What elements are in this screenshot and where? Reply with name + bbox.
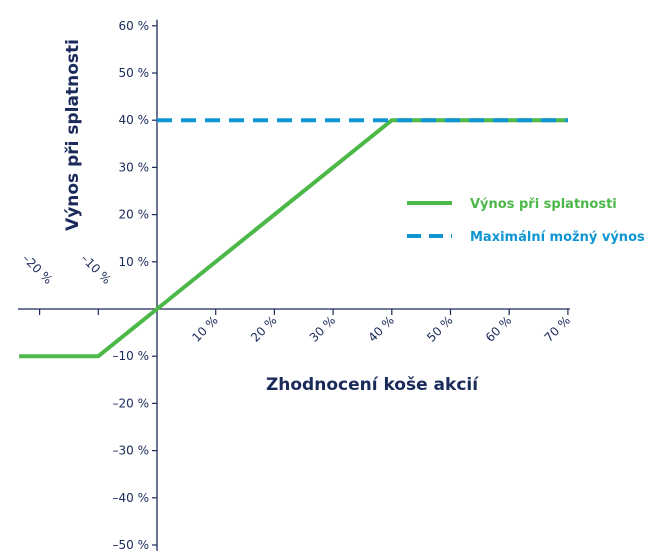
x-tick-label: 60 % xyxy=(483,313,514,344)
y-tick-label: –30 % xyxy=(113,444,150,458)
y-tick-label: –10 % xyxy=(113,349,150,363)
axes xyxy=(18,19,570,551)
y-tick-label: –50 % xyxy=(113,538,150,552)
y-tick-label: 10 % xyxy=(119,255,150,269)
tick-labels: 60 % 50 % 40 % 30 % 20 % 10 % –10 % –20 % –30 % –… xyxy=(19,19,573,552)
x-tick-label: 10 % xyxy=(189,313,220,344)
y-tick-label: 40 % xyxy=(119,113,150,127)
y-tick-label: 20 % xyxy=(119,208,150,222)
y-tick-label: 60 % xyxy=(119,19,150,33)
y-tick-label: –20 % xyxy=(113,396,150,410)
x-tick-label: 70 % xyxy=(542,313,573,344)
y-tick-label: 50 % xyxy=(119,66,150,80)
series-lines xyxy=(19,118,568,359)
legend: Výnos při splatnosti Maximální možný výn… xyxy=(407,197,645,245)
legend-label-max: Maximální možný výnos xyxy=(470,230,645,245)
y-tick-label: 30 % xyxy=(119,160,150,174)
x-tick-label: 20 % xyxy=(248,313,279,344)
x-axis-title: Zhodnocení koše akcií xyxy=(266,375,479,395)
legend-label-yield: Výnos při splatnosti xyxy=(470,197,617,212)
x-tick-label: –10 % xyxy=(78,251,114,287)
x-tick-label: –20 % xyxy=(19,251,55,287)
y-tick-label: –40 % xyxy=(113,491,150,505)
x-tick-label: 50 % xyxy=(424,313,455,344)
y-axis-title: Výnos při splatnosti xyxy=(63,39,83,231)
x-tick-label: 30 % xyxy=(307,313,338,344)
x-tick-label: 40 % xyxy=(365,313,396,344)
